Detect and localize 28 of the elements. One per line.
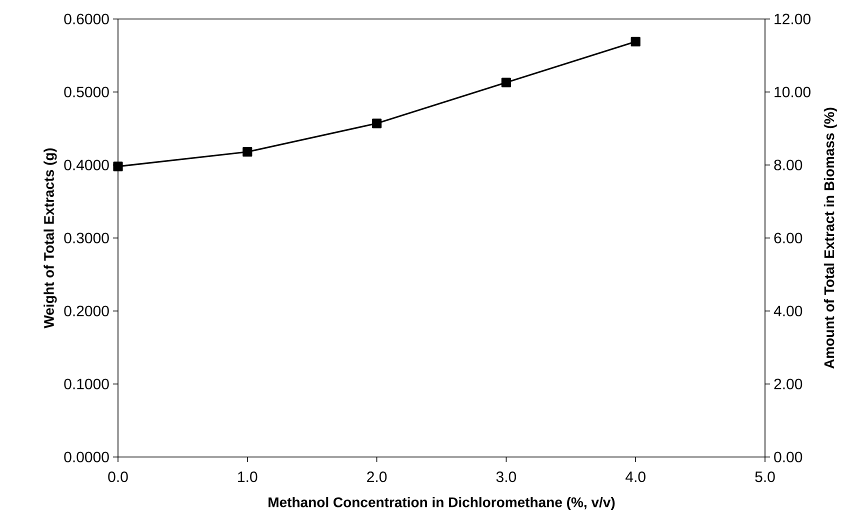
- x-tick-label: 5.0: [755, 472, 775, 482]
- y2-axis-title: Amount of Total Extract in Biomass (%): [824, 108, 837, 369]
- y2-tick-label: 6.00: [774, 232, 802, 244]
- y-tick-label: 0.0000: [64, 452, 109, 462]
- y-tick-label: 0.6000: [64, 14, 109, 24]
- x-axis-title: Methanol Concentration in Dichloromethane (%, v/v): [268, 496, 615, 510]
- x-tick-label: 0.0: [108, 472, 128, 482]
- y-tick-label: 0.5000: [64, 86, 109, 98]
- x-tick-label: 4.0: [626, 472, 646, 482]
- y2-tick-label: 4.00: [774, 306, 802, 316]
- x-tick-label: 1.0: [238, 472, 258, 482]
- y-axis-title: Weight of Total Extracts (g): [44, 148, 57, 328]
- y2-tick-label: 10.00: [774, 86, 810, 98]
- point: [372, 118, 382, 128]
- y2-tick-label: 12.00: [774, 14, 810, 24]
- y2-tick-label: 0.00: [774, 452, 802, 462]
- point: [242, 147, 252, 157]
- point: [501, 78, 512, 88]
- point: [113, 162, 123, 172]
- y-tick-label: 0.3000: [64, 232, 109, 244]
- y2-tick-label: 2.00: [774, 378, 802, 390]
- y2-tick-label: 8.00: [774, 160, 802, 170]
- x-tick-label: 2.0: [367, 472, 387, 482]
- y-tick-label: 0.4000: [64, 160, 109, 170]
- y-tick-label: 0.1000: [64, 378, 109, 390]
- y-tick-label: 0.2000: [64, 306, 109, 316]
- point: [630, 36, 640, 46]
- x-tick-label: 3.0: [496, 472, 516, 482]
